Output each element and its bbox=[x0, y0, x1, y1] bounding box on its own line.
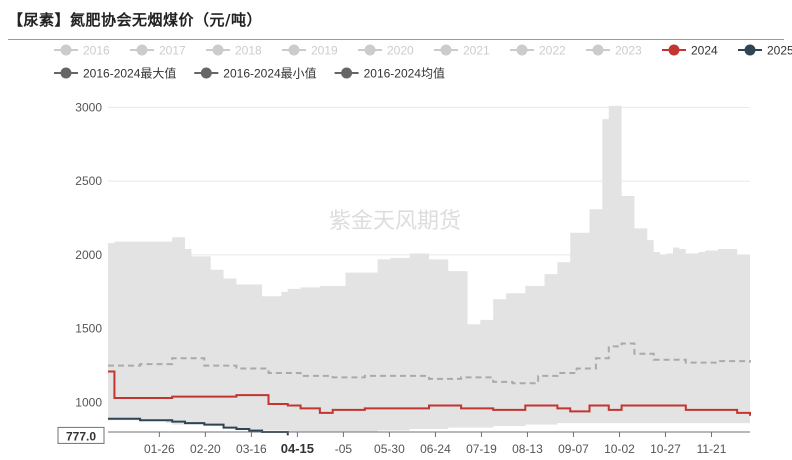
x-tick-label: 05-30 bbox=[374, 442, 405, 456]
x-tick-label: 02-20 bbox=[190, 442, 221, 456]
legend-item-2016-2024均值[interactable]: 2016-2024均值 bbox=[334, 66, 445, 81]
legend-item-2025[interactable]: 2025 bbox=[738, 44, 792, 58]
title-divider bbox=[8, 39, 784, 40]
legend-marker-icon bbox=[516, 44, 528, 56]
series-line-2016-2024均值 bbox=[108, 342, 751, 385]
legend-label: 2016-2024均值 bbox=[364, 66, 445, 81]
legend-marker-icon bbox=[668, 44, 680, 56]
x-tick-label: 04-15 bbox=[281, 441, 314, 456]
legend-item-2024[interactable]: 2024 bbox=[662, 44, 718, 58]
legend-label: 2023 bbox=[615, 44, 642, 58]
legend-marker-icon bbox=[200, 67, 212, 79]
legend-label: 2016-2024最小值 bbox=[223, 66, 316, 81]
legend-label: 2019 bbox=[311, 44, 338, 58]
x-tick-label: 11-21 bbox=[697, 442, 727, 456]
legend-item-2016-2024最小值[interactable]: 2016-2024最小值 bbox=[194, 66, 317, 81]
x-tick-label: 10-02 bbox=[604, 442, 635, 456]
x-tick-label: -05 bbox=[335, 442, 353, 456]
legend-label: 2018 bbox=[235, 44, 262, 58]
legend-marker-icon bbox=[288, 44, 300, 56]
legend-item-2017[interactable]: 2017 bbox=[130, 44, 186, 58]
legend-label: 2017 bbox=[159, 44, 186, 58]
legend-label: 2025 bbox=[767, 44, 792, 58]
x-tick-label: 01-26 bbox=[144, 442, 175, 456]
legend-marker-icon bbox=[592, 44, 604, 56]
legend-item-2021[interactable]: 2021 bbox=[434, 44, 490, 58]
legend-label: 2022 bbox=[539, 44, 566, 58]
legend-marker-icon bbox=[60, 44, 72, 56]
legend-marker-icon bbox=[212, 44, 224, 56]
chart-title: 【尿素】氮肥协会无烟煤价（元/吨） bbox=[8, 11, 262, 29]
y-tick-label: 2500 bbox=[75, 174, 102, 188]
current-value-label: 777.0 bbox=[66, 429, 96, 443]
legend-marker-icon bbox=[440, 44, 452, 56]
x-tick-label: 06-24 bbox=[420, 442, 451, 456]
legend-label: 2024 bbox=[691, 44, 718, 58]
x-tick-label: 10-27 bbox=[650, 442, 681, 456]
legend-marker-icon bbox=[136, 44, 148, 56]
y-tick-label: 1000 bbox=[75, 395, 102, 409]
legend-marker-icon bbox=[341, 67, 353, 79]
legend-label: 2016-2024最大值 bbox=[83, 66, 176, 81]
legend-label: 2021 bbox=[463, 44, 490, 58]
series-line-2025 bbox=[108, 417, 289, 436]
x-tick-label: 03-16 bbox=[236, 442, 267, 456]
x-tick-label: 07-19 bbox=[466, 442, 497, 456]
legend-item-2023[interactable]: 2023 bbox=[586, 44, 642, 58]
legend-item-2019[interactable]: 2019 bbox=[282, 44, 338, 58]
legend-item-2022[interactable]: 2022 bbox=[510, 44, 566, 58]
legend-item-2020[interactable]: 2020 bbox=[358, 44, 414, 58]
legend-label: 2020 bbox=[387, 44, 414, 58]
x-tick-label: 09-07 bbox=[558, 442, 589, 456]
legend-item-2016-2024最大值[interactable]: 2016-2024最大值 bbox=[54, 66, 176, 81]
series-line-2024 bbox=[108, 370, 751, 416]
legend-marker-icon bbox=[744, 44, 756, 56]
legend-label: 2016 bbox=[83, 44, 110, 58]
x-tick-label: 08-13 bbox=[512, 442, 543, 456]
range-band-area bbox=[108, 105, 750, 432]
watermark-text: 紫金天风期货 bbox=[329, 209, 461, 234]
current-value-badge bbox=[57, 426, 105, 444]
y-tick-label: 1500 bbox=[75, 322, 102, 336]
y-tick-label: 3000 bbox=[75, 100, 102, 114]
legend-item-2016[interactable]: 2016 bbox=[54, 44, 110, 58]
legend-item-2018[interactable]: 2018 bbox=[206, 44, 262, 58]
y-tick-label: 2000 bbox=[75, 248, 102, 262]
legend-marker-icon bbox=[60, 67, 72, 79]
legend-marker-icon bbox=[364, 44, 376, 56]
